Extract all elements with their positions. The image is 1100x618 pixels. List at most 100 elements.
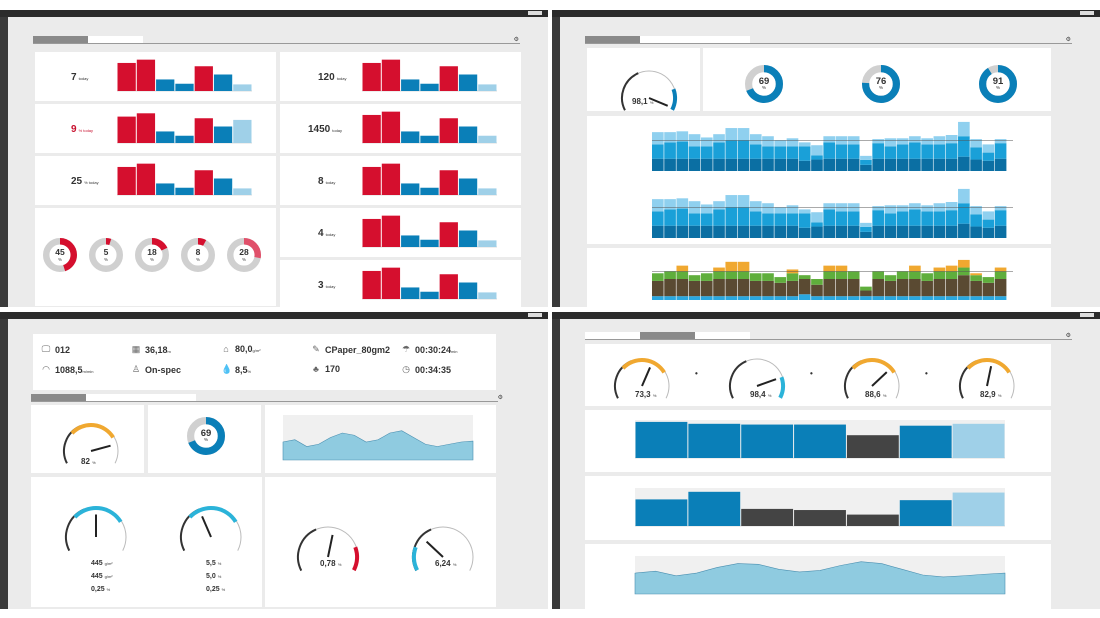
bar — [458, 282, 478, 299]
stacked-bar-segment — [994, 225, 1007, 238]
stacked-bar-segment — [688, 146, 701, 159]
bar — [117, 116, 136, 143]
side-navigation[interactable] — [552, 17, 560, 307]
stacked-bar-segment — [749, 211, 762, 226]
gear-icon[interactable]: ⚙ — [1065, 37, 1071, 43]
stacked-bar-segment — [896, 279, 909, 297]
stacked-bar-segment — [884, 158, 897, 171]
gauge-track — [180, 506, 242, 551]
cd-gauge-0 — [297, 526, 359, 572]
md-reading: 5,5 % — [206, 560, 221, 567]
quality-icon: ♙ — [131, 364, 141, 374]
info-item-6: ✎ CPaper_80gm2 — [311, 344, 390, 355]
stacked-bar-segment — [958, 121, 970, 137]
quality-card — [585, 544, 1051, 609]
side-navigation[interactable] — [0, 17, 8, 307]
bar — [478, 135, 497, 143]
donut-value: 45 — [55, 247, 65, 257]
kpi-bar-chart — [117, 59, 252, 92]
tab-2[interactable] — [86, 394, 141, 401]
gear-icon[interactable]: ⚙ — [497, 395, 503, 401]
stacked-bar-segment — [896, 138, 909, 145]
tab-1[interactable] — [33, 36, 88, 43]
donut-value-arc — [861, 64, 901, 104]
kpi-card-left-2: 25% today — [35, 156, 276, 205]
stacked-bar-segment — [970, 214, 982, 227]
stacked-bar-segment — [700, 225, 713, 238]
stacked-bar-segment — [700, 273, 713, 281]
bar — [362, 166, 381, 195]
tab-3[interactable] — [695, 332, 750, 339]
stacked-bar-segment — [713, 142, 725, 159]
bar — [381, 267, 401, 299]
reading-value: 0,25 — [91, 586, 105, 593]
tab-2[interactable] — [640, 332, 695, 339]
tab-3[interactable] — [695, 36, 750, 43]
reel-icon: ▦ — [131, 344, 141, 354]
bar — [381, 215, 401, 247]
gear-icon[interactable]: ⚙ — [1065, 333, 1071, 339]
stacked-bar-segment — [994, 210, 1007, 226]
info-value: 00:34:35 — [415, 365, 451, 375]
gear-icon[interactable]: ⚙ — [513, 37, 519, 43]
stacked-bar-segment — [982, 219, 995, 228]
side-navigation[interactable] — [552, 319, 560, 609]
gauge-number: 98,4 — [750, 390, 766, 399]
priority-donut-2 — [134, 237, 170, 273]
stacked-bar-segment — [725, 279, 738, 297]
donut-value: 69 — [200, 428, 212, 439]
stacked-bar-segment — [933, 279, 946, 297]
bar — [156, 79, 175, 91]
stacked-bar-segment — [737, 225, 750, 238]
kpi-bar-chart — [362, 111, 497, 144]
bar — [117, 62, 136, 91]
tab-2[interactable] — [640, 36, 695, 43]
multiply-operator: • — [695, 369, 698, 378]
stacked-bar-segment — [749, 134, 762, 145]
info-value: 012 — [55, 345, 70, 355]
tab-bar — [33, 36, 520, 44]
daily-consumption-chart — [652, 259, 1013, 300]
donut-unit: % — [203, 438, 209, 443]
stacked-bar-segment — [945, 135, 958, 144]
stacked-bar-segment — [713, 134, 725, 143]
oee-gauges-card: 73,3 % • 98,4 % • 88,6 % • 82,9 % — [585, 344, 1051, 406]
info-number: 1088,5 — [55, 364, 83, 375]
side-navigation[interactable] — [0, 319, 8, 609]
bar — [420, 135, 439, 143]
bar — [175, 83, 194, 91]
stacked-bar-segment — [811, 279, 823, 285]
stacked-bar-segment — [725, 207, 738, 226]
stacked-bar-segment — [921, 138, 933, 145]
tab-1[interactable] — [585, 332, 640, 339]
bar — [478, 84, 497, 91]
info-number: 00:34:35 — [415, 364, 452, 375]
stacked-bar-segment — [676, 265, 689, 272]
stacked-bar-segment — [725, 128, 738, 141]
stacked-bar-segment — [921, 273, 933, 281]
stacked-bar-segment — [725, 140, 738, 159]
spec-donut — [186, 416, 226, 456]
stacked-bar-segment — [774, 140, 787, 147]
stacked-bar-segment — [884, 225, 897, 238]
plant-efficiency-gauge — [621, 70, 677, 111]
spec-donut-card: 69% — [148, 405, 261, 473]
stacked-bar-segment — [909, 142, 921, 159]
tab-1[interactable] — [31, 394, 86, 401]
stacked-bar-segment — [811, 212, 823, 223]
kpi-bar-chart — [362, 59, 497, 92]
stacked-bar-segment — [982, 211, 995, 220]
tab-1[interactable] — [585, 36, 640, 43]
stacked-bar-segment — [762, 280, 774, 297]
tab-2[interactable] — [88, 36, 143, 43]
kpi-value: 9% today — [71, 124, 93, 135]
oee-gauge-value: 82,9 % — [980, 390, 1001, 399]
stacked-bar-segment — [884, 296, 897, 300]
stacked-bar-segment — [945, 143, 958, 159]
tab-3[interactable] — [141, 394, 196, 401]
info-number: 8,5 — [235, 364, 248, 375]
gauge-unit: % — [997, 393, 1002, 398]
stacked-bar-segment — [688, 280, 701, 297]
stacked-bar-segment — [725, 195, 738, 208]
stacked-bar-segment — [896, 296, 909, 300]
